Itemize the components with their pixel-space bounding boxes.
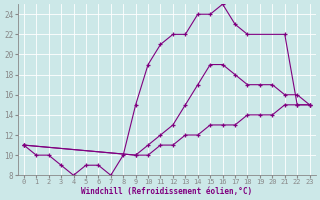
X-axis label: Windchill (Refroidissement éolien,°C): Windchill (Refroidissement éolien,°C) (81, 187, 252, 196)
